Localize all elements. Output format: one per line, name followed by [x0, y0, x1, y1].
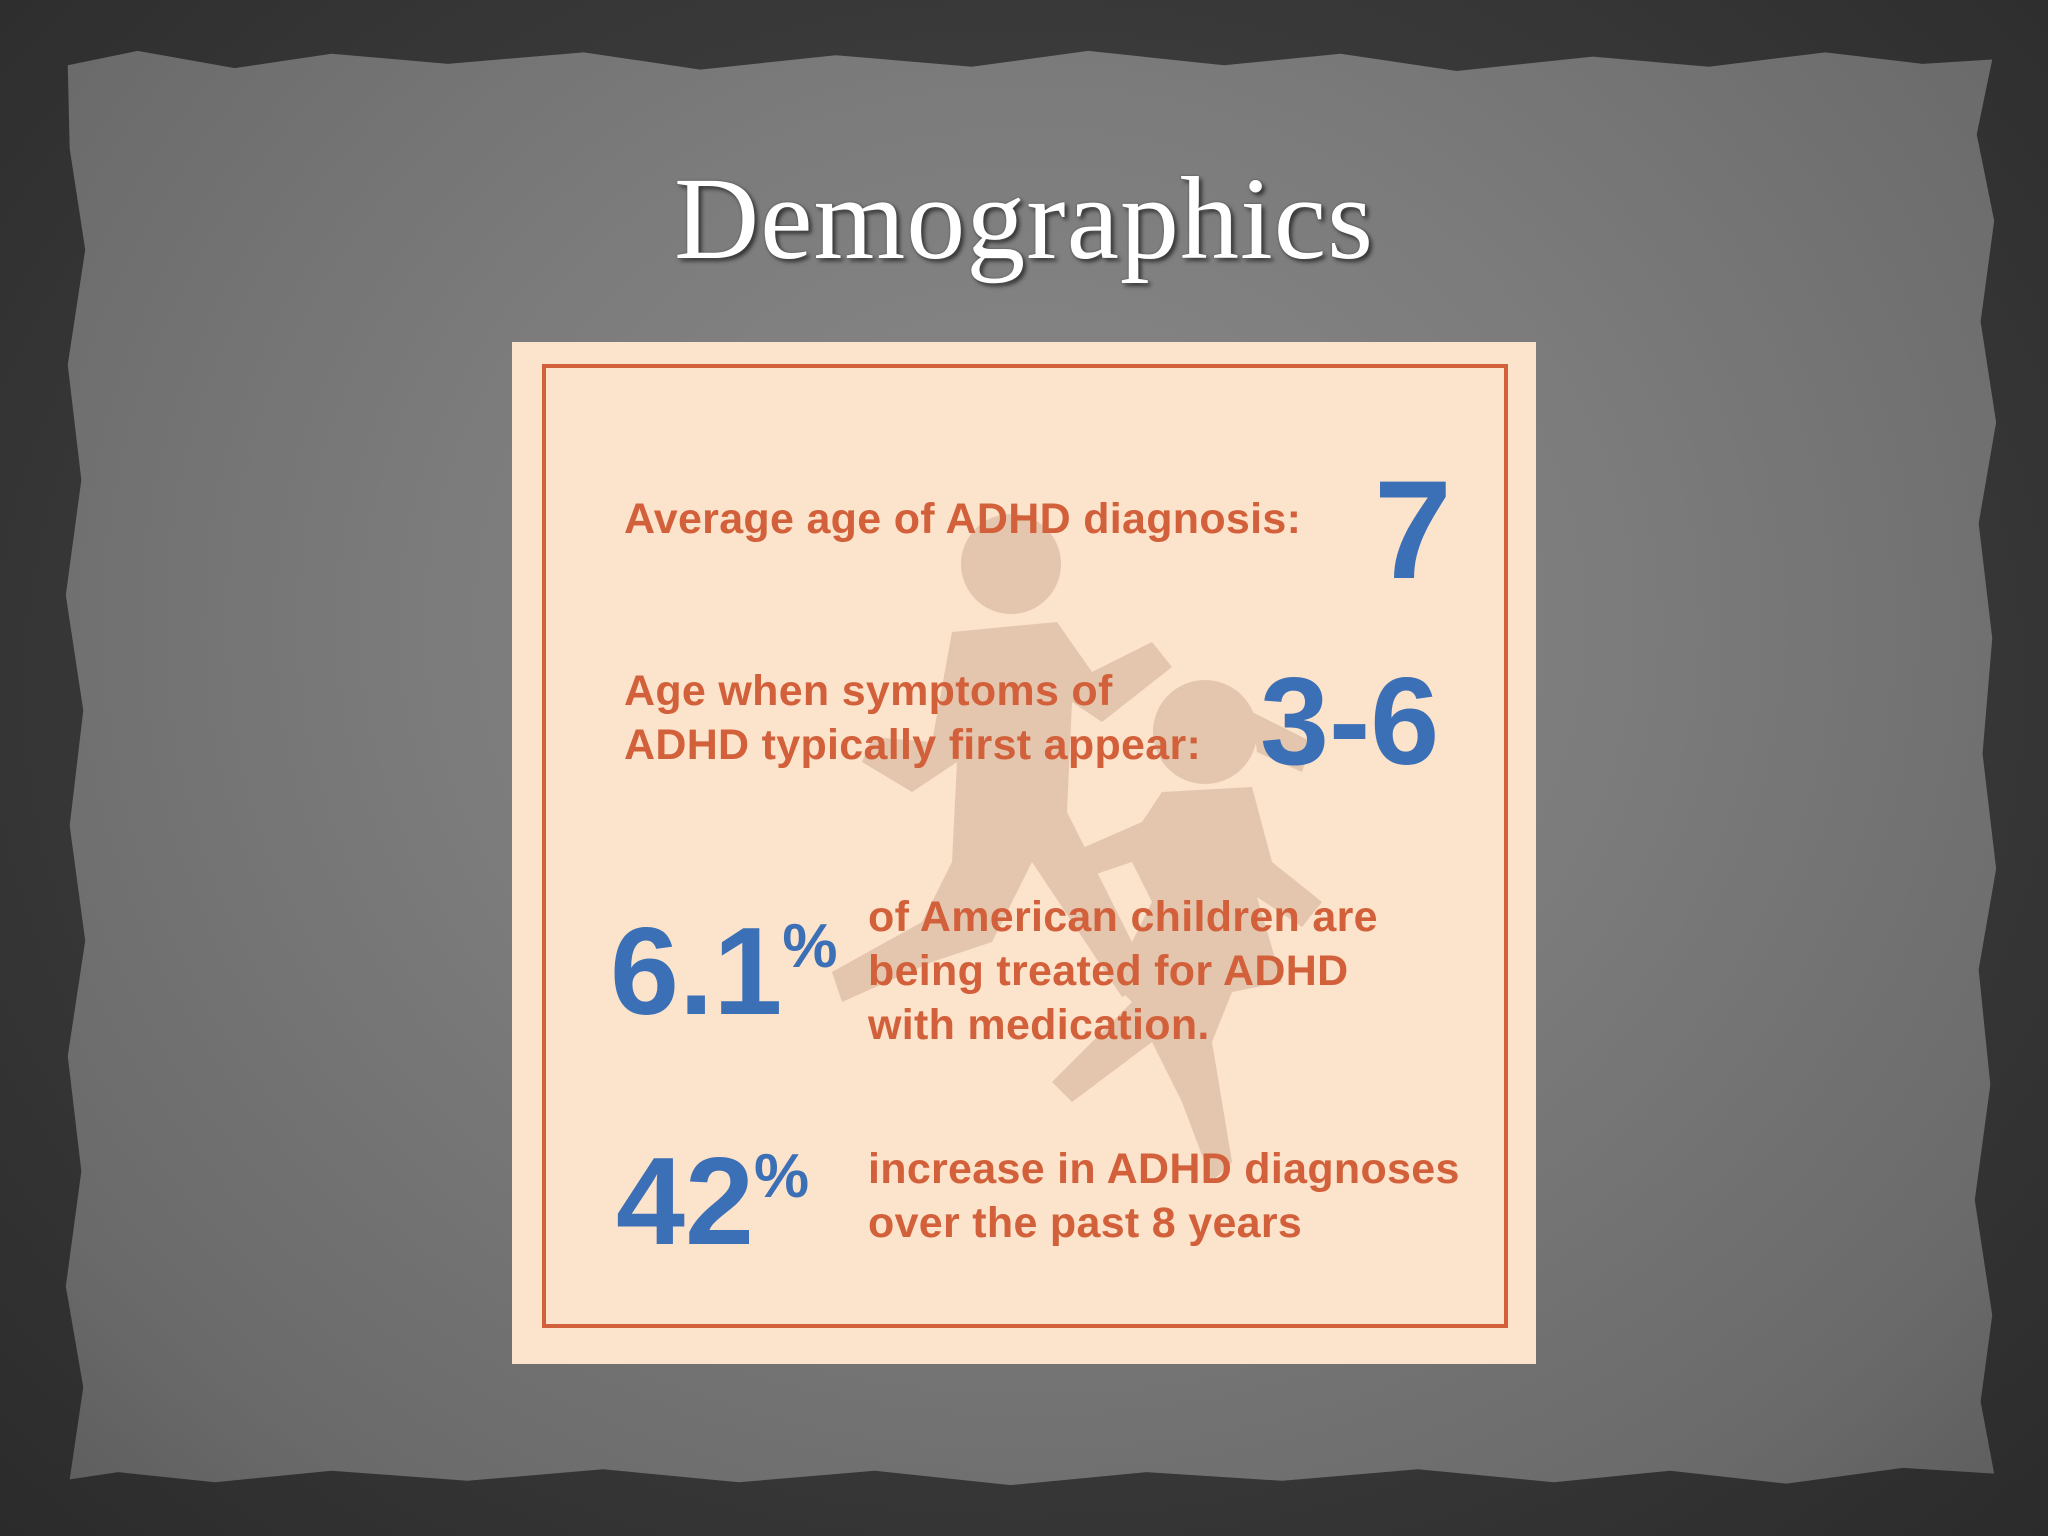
stat-avg-age-value: 7 — [1374, 451, 1452, 608]
stat-increase-value: 42% — [616, 1140, 809, 1264]
stat-medication-label-line1: of American children are — [868, 893, 1378, 941]
card-frame — [542, 364, 1508, 1328]
stat-avg-age-label: Average age of ADHD diagnosis: — [624, 495, 1302, 543]
stat-medication-value: 6.1% — [610, 910, 838, 1034]
stat-medication-label: of American children are being treated f… — [868, 890, 1378, 1052]
stat-medication-unit: % — [782, 912, 838, 981]
stat-medication-number: 6.1 — [610, 903, 783, 1041]
stat-symptom-age-label-line1: Age when symptoms of — [624, 667, 1113, 715]
stat-symptom-age-label-line2: ADHD typically first appear: — [624, 721, 1202, 769]
stat-medication-label-line3: with medication. — [868, 1001, 1210, 1049]
slide-title: Demographics — [673, 153, 1375, 284]
running-children-silhouette — [832, 514, 1322, 1182]
stat-increase-unit: % — [753, 1142, 810, 1211]
stat-increase-label: increase in ADHD diagnoses over the past… — [868, 1142, 1460, 1250]
stat-increase-label-line1: increase in ADHD diagnoses — [868, 1145, 1460, 1193]
stat-increase-number: 42 — [616, 1133, 754, 1271]
stat-increase-label-line2: over the past 8 years — [868, 1199, 1303, 1247]
stat-symptom-age-value: 3-6 — [1260, 653, 1440, 791]
infographic-card: Average age of ADHD diagnosis: 7 Age whe… — [512, 342, 1536, 1364]
stat-symptom-age-label: Age when symptoms of ADHD typically firs… — [624, 664, 1201, 772]
stat-medication-label-line2: being treated for ADHD — [868, 947, 1349, 995]
